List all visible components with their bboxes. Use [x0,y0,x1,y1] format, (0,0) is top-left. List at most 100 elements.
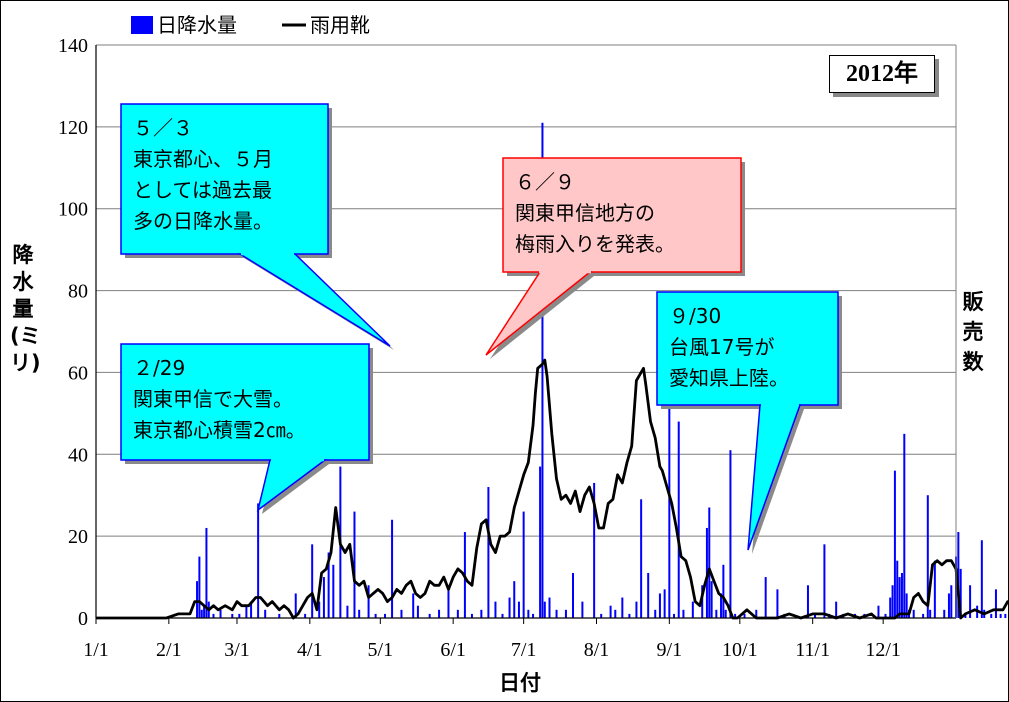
rain-bar [654,609,657,618]
rain-bar [367,585,370,618]
rain-bar [517,601,520,618]
rain-bar [196,581,199,618]
y-tick-label: 0 [78,608,88,630]
rain-bar [428,613,431,618]
rain-bar [593,482,596,618]
rain-bar [346,605,349,618]
rain-bar [905,593,908,618]
rain-bar [912,609,915,618]
rain-bar [877,605,880,618]
rain-bar [903,433,906,618]
rain-bar [203,605,206,618]
x-tick-labels: 1/1 2/1 3/1 4/1 5/1 6/1 7/1 8/1 9/1 10/1 11/1 12/1 [83,639,901,661]
rain-bar [527,609,530,618]
legend-label-rain: 日降水量 [157,13,237,37]
rain-bar [755,609,758,618]
secondary-y-axis-label: 販売数 [962,290,984,374]
rain-bar [374,613,377,618]
rain-bar [959,568,962,618]
rain-bar [814,613,817,618]
rain-bar [250,601,253,618]
rain-bar [708,507,711,618]
callout-line: ２/29 [133,356,185,380]
rain-bar [501,613,504,618]
x-tick-label: 7/1 [511,639,537,661]
rain-bar [898,577,901,618]
rain-bar [322,577,325,618]
y-tick-label: 140 [58,35,88,57]
x-tick-label: 2/1 [156,639,182,661]
rain-bar [980,540,983,618]
rain-bar [200,609,203,618]
rain-bar [614,609,617,618]
boots-series-line [96,358,1009,620]
rain-bar [715,609,718,618]
x-tick-label: 12/1 [865,639,901,661]
rain-bar [900,572,903,618]
rain-bar [571,572,574,618]
rain-bar [278,613,281,618]
rain-bar [682,609,685,618]
rain-bar [294,593,297,618]
callout-line: 東京都心積雪2㎝。 [133,418,306,442]
y-axis-label: 降水量(ミリ) [10,243,41,375]
rain-bar [304,613,307,618]
x-tick-label: 8/1 [584,639,610,661]
rain-bar [893,470,896,618]
callout-tail [747,404,802,551]
rain-bar [943,609,946,618]
axes [95,45,957,624]
rain-bar [724,609,727,618]
callout-line: 多の日降水量。 [133,209,273,233]
y-tick-label: 100 [58,199,88,221]
rain-bar [541,122,544,618]
callout-tail [485,271,593,356]
rain-bar [964,613,967,618]
rain-bar [677,421,680,618]
y-tick-label: 40 [68,444,88,466]
rain-bar [691,601,694,618]
callout-line: 関東甲信地方の [515,201,655,225]
callout-line: ５／３ [133,116,193,140]
legend: 日降水量 雨用靴 [131,13,370,37]
callout-3: ２/29 関東甲信で大雪。東京都心積雪2㎝。 [120,343,373,514]
legend-label-boots: 雨用靴 [310,13,370,37]
rain-bar [384,613,387,618]
rain-bar [447,585,450,618]
rain-bar [205,527,208,618]
rain-bar [950,585,953,618]
rain-bar [621,597,624,618]
callout-tail [237,253,391,347]
rain-bar [508,597,511,618]
y-tick-label: 120 [58,117,88,139]
x-tick-label: 4/1 [297,639,323,661]
rain-bar [555,609,558,618]
x-tick-label: 10/1 [722,639,758,661]
x-tick-label: 1/1 [83,639,109,661]
rain-bar [729,450,732,618]
rain-bar [539,466,542,618]
rain-bar [722,564,725,618]
callout-box [656,291,839,406]
callout-line: 梅雨入りを発表。 [515,232,675,256]
callout-line: 愛知県上陸。 [669,366,789,390]
rain-bar [663,589,666,618]
rain-bar [969,585,972,618]
x-tick-label: 9/1 [657,639,683,661]
callout-line: 東京都心、５月 [133,147,273,171]
rain-bar [257,503,260,618]
callout-line: 関東甲信で大雪。 [133,387,293,411]
x-axis-label: 日付 [499,671,541,695]
rain-bar [957,532,960,618]
rain-bar [564,609,567,618]
rain-bar [999,613,1002,618]
x-tick-label: 11/1 [795,639,830,661]
rain-bar [640,499,643,618]
callout-tail-shadow [490,276,594,359]
rain-bar [806,585,809,618]
rain-bar [238,613,241,618]
rain-bar [513,581,516,618]
